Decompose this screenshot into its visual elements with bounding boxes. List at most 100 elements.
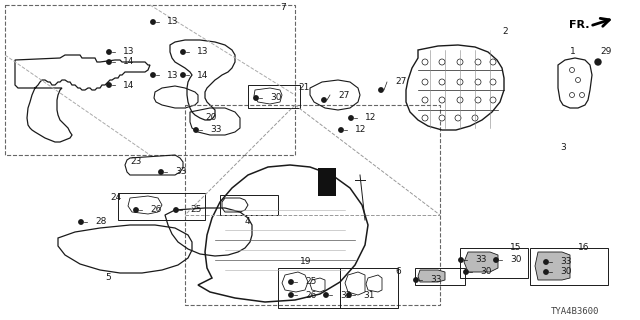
Text: FR.: FR. [570, 20, 590, 30]
Bar [248, 85, 300, 108]
Bar [530, 248, 608, 285]
Bar [318, 168, 336, 196]
Circle shape [349, 116, 353, 120]
Text: 27: 27 [338, 91, 349, 100]
Circle shape [575, 77, 580, 83]
Bar [340, 268, 398, 308]
Text: 4: 4 [245, 218, 251, 227]
Circle shape [475, 79, 481, 85]
Text: TYA4B3600: TYA4B3600 [551, 308, 599, 316]
Text: 25: 25 [190, 205, 202, 214]
Circle shape [457, 79, 463, 85]
Circle shape [107, 50, 111, 54]
Text: 19: 19 [300, 258, 312, 267]
Text: 27: 27 [395, 77, 406, 86]
Circle shape [544, 260, 548, 264]
Circle shape [579, 92, 584, 98]
Text: 21: 21 [298, 84, 309, 92]
Circle shape [490, 97, 496, 103]
Text: 29: 29 [600, 47, 611, 57]
Text: 33: 33 [210, 125, 221, 134]
Circle shape [181, 73, 185, 77]
Text: 12: 12 [355, 125, 366, 134]
Circle shape [490, 59, 496, 65]
Circle shape [151, 73, 155, 77]
Circle shape [595, 59, 601, 65]
Text: 13: 13 [197, 47, 209, 57]
Circle shape [422, 97, 428, 103]
Polygon shape [535, 252, 570, 280]
Text: 7: 7 [280, 4, 285, 12]
Text: 12: 12 [365, 114, 376, 123]
Circle shape [439, 115, 445, 121]
Circle shape [414, 278, 418, 282]
Text: 15: 15 [510, 244, 522, 252]
Bar [5, 5, 295, 155]
Text: 13: 13 [123, 47, 134, 57]
Bar [185, 105, 440, 305]
Text: 30: 30 [510, 255, 522, 265]
Circle shape [457, 59, 463, 65]
Circle shape [134, 208, 138, 212]
Circle shape [439, 79, 445, 85]
Circle shape [490, 79, 496, 85]
Circle shape [107, 83, 111, 87]
Text: 33: 33 [560, 258, 572, 267]
Text: 30: 30 [560, 268, 572, 276]
Text: 33: 33 [430, 276, 442, 284]
Circle shape [254, 96, 258, 100]
Text: 32: 32 [340, 291, 351, 300]
Text: 20: 20 [205, 114, 216, 123]
Circle shape [379, 88, 383, 92]
Text: 28: 28 [95, 218, 106, 227]
Text: 14: 14 [123, 58, 134, 67]
Circle shape [322, 98, 326, 102]
Circle shape [194, 128, 198, 132]
Text: 5: 5 [105, 274, 111, 283]
Text: 26: 26 [305, 291, 316, 300]
Text: 33: 33 [175, 167, 186, 177]
Text: 23: 23 [130, 157, 141, 166]
Circle shape [475, 59, 481, 65]
Circle shape [324, 293, 328, 297]
Circle shape [174, 208, 178, 212]
Text: 14: 14 [197, 70, 209, 79]
Text: 24: 24 [110, 194, 121, 203]
Circle shape [422, 79, 428, 85]
Circle shape [289, 293, 293, 297]
Bar [220, 195, 278, 215]
Text: 2: 2 [502, 28, 508, 36]
Text: 31: 31 [363, 291, 374, 300]
Text: 26: 26 [150, 205, 161, 214]
Circle shape [455, 115, 461, 121]
Circle shape [422, 115, 428, 121]
Text: 1: 1 [570, 47, 576, 57]
Circle shape [494, 258, 498, 262]
Text: 16: 16 [578, 244, 589, 252]
Bar [415, 268, 465, 285]
Text: 14: 14 [123, 81, 134, 90]
Circle shape [457, 97, 463, 103]
Circle shape [107, 60, 111, 64]
Circle shape [181, 50, 185, 54]
Text: 13: 13 [167, 18, 179, 27]
Bar [278, 268, 340, 308]
Circle shape [439, 97, 445, 103]
Text: 30: 30 [270, 93, 282, 102]
Circle shape [472, 115, 478, 121]
Circle shape [79, 220, 83, 224]
Bar [118, 193, 205, 220]
Polygon shape [464, 252, 498, 272]
Circle shape [464, 270, 468, 274]
Text: 3: 3 [560, 143, 566, 153]
Circle shape [570, 92, 575, 98]
Circle shape [475, 97, 481, 103]
Circle shape [439, 59, 445, 65]
Bar [460, 248, 528, 278]
Circle shape [339, 128, 343, 132]
Circle shape [289, 280, 293, 284]
Circle shape [151, 20, 155, 24]
Text: 25: 25 [305, 277, 316, 286]
Text: 33: 33 [475, 255, 486, 265]
Circle shape [570, 68, 575, 73]
